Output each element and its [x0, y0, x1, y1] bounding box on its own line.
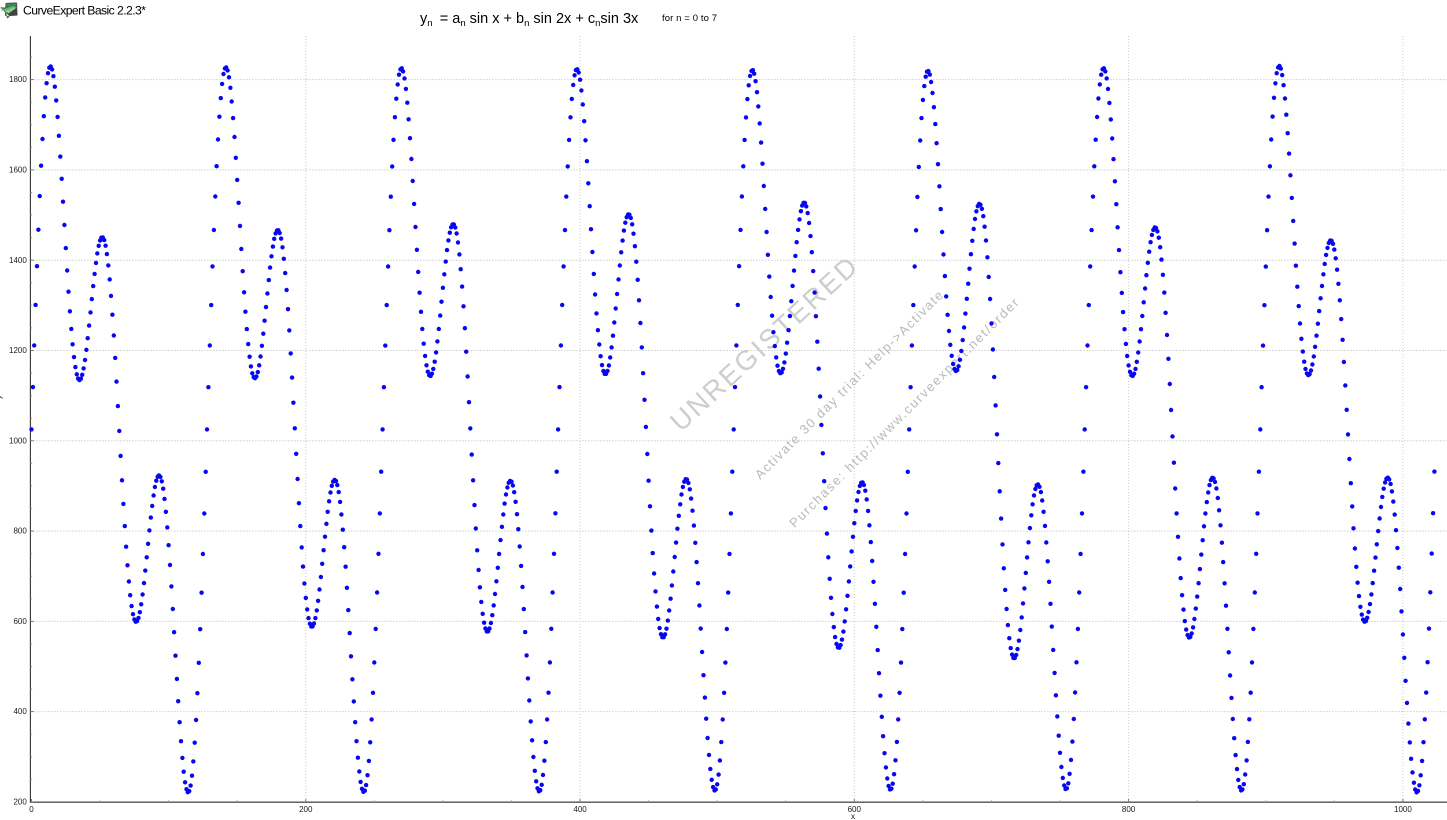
svg-text:for n = 0 to 7: for n = 0 to 7	[662, 13, 717, 24]
svg-text:600: 600	[848, 805, 862, 814]
svg-text:1400: 1400	[9, 256, 27, 265]
svg-text:1800: 1800	[9, 75, 27, 84]
svg-text:y: y	[0, 394, 3, 399]
svg-text:800: 800	[13, 527, 27, 536]
svg-text:CurveExpert Basic 2.2.3*: CurveExpert Basic 2.2.3*	[23, 4, 146, 18]
svg-text:0: 0	[29, 805, 34, 814]
svg-text:1000: 1000	[9, 436, 27, 445]
svg-text:1600: 1600	[9, 166, 27, 175]
svg-text:1000: 1000	[1394, 805, 1412, 814]
svg-text:400: 400	[13, 707, 27, 716]
svg-text:1200: 1200	[9, 346, 27, 355]
svg-text:800: 800	[1122, 805, 1136, 814]
svg-text:200: 200	[299, 805, 313, 814]
svg-text:400: 400	[573, 805, 587, 814]
svg-text:yn = an sin x + bn sin 2x + cn: yn = an sin x + bn sin 2x + cnsin 3x	[420, 11, 639, 29]
svg-text:600: 600	[13, 617, 27, 626]
svg-text:x: x	[851, 811, 856, 820]
svg-text:200: 200	[13, 798, 27, 807]
